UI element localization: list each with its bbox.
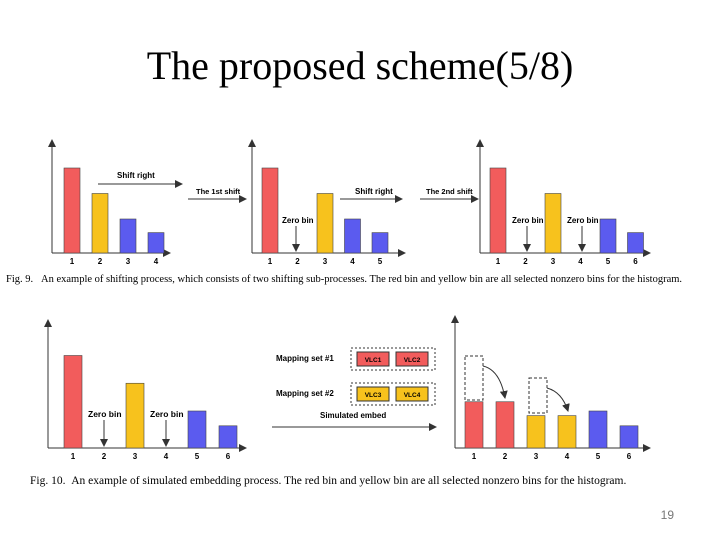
histogram-bar bbox=[63, 355, 83, 449]
histogram-tick-label: 4 bbox=[154, 257, 159, 266]
fig10-caption: Fig. 10. An example of simulated embeddi… bbox=[30, 475, 700, 487]
page-number: 19 bbox=[660, 508, 674, 522]
histogram-tick-label: 6 bbox=[633, 257, 638, 266]
ghost-bin-1 bbox=[464, 355, 484, 401]
histogram-bar bbox=[119, 218, 137, 254]
histogram-tick-label: 1 bbox=[472, 452, 477, 461]
fig9-arrow1-top-label: Shift right bbox=[117, 171, 155, 180]
curved-arrow-2 bbox=[546, 387, 570, 412]
histogram-tick-label: 5 bbox=[596, 452, 601, 461]
vlc2-box bbox=[395, 351, 429, 367]
vlc1-box bbox=[356, 351, 390, 367]
fig10-zero-bin-label-1: Zero bin bbox=[88, 409, 122, 419]
histogram-bar bbox=[218, 425, 238, 449]
histogram-tick-label: 3 bbox=[534, 452, 539, 461]
vlc1-label: VLC1 bbox=[365, 357, 382, 364]
fig10-zero-bin-annotations: Zero bin Zero bin bbox=[88, 409, 184, 447]
fig9-shift-arrow-2: Shift right The 2nd shift bbox=[340, 187, 479, 203]
fig9-histogram-3: 1 2 3 4 5 6 bbox=[476, 139, 651, 266]
fig10-shift-indicators bbox=[464, 355, 570, 414]
fig9-zero-bin-label-2: Zero bin bbox=[512, 216, 544, 225]
histogram-tick-label: 6 bbox=[627, 452, 632, 461]
histogram-tick-label: 1 bbox=[268, 257, 273, 266]
fig9-histogram-1: 1 2 3 4 bbox=[48, 139, 171, 266]
fig9-histogram-2: 1 2 3 4 5 bbox=[248, 139, 406, 266]
mapping-set-2-label: Mapping set #2 bbox=[276, 389, 334, 398]
histogram-bar bbox=[63, 167, 81, 254]
fig9-zero-bin-label-3: Zero bin bbox=[567, 216, 599, 225]
histogram-tick-label: 5 bbox=[378, 257, 383, 266]
histogram-bar bbox=[627, 232, 644, 254]
fig9-caption: Fig. 9. An example of shifting process, … bbox=[6, 274, 700, 286]
histogram-bar bbox=[125, 382, 145, 449]
fig9-shift-arrow-1: Shift right The 1st shift bbox=[98, 171, 247, 203]
mapping-set-1-box bbox=[350, 347, 436, 371]
histogram-bar bbox=[489, 167, 507, 254]
mapping-set-1-label: Mapping set #1 bbox=[276, 354, 334, 363]
fig10-zero-bin-label-2: Zero bin bbox=[150, 409, 184, 419]
histogram-bar bbox=[316, 193, 334, 254]
histogram-bar bbox=[599, 218, 617, 254]
fig9-arrow2-top-label: Shift right bbox=[355, 187, 393, 196]
histogram-bar bbox=[371, 232, 389, 254]
histogram-tick-label: 3 bbox=[551, 257, 556, 266]
histogram-tick-label: 4 bbox=[565, 452, 570, 461]
mapping-set-2-box bbox=[350, 382, 436, 406]
fig9-arrow1-bottom-label: The 1st shift bbox=[196, 187, 241, 196]
histogram-bar bbox=[588, 410, 608, 449]
histogram-bar bbox=[557, 415, 577, 449]
histogram-bar bbox=[526, 415, 546, 449]
vlc3-box bbox=[356, 386, 390, 402]
fig9-caption-label: Fig. 9. bbox=[6, 274, 34, 285]
curved-arrow-1 bbox=[482, 365, 508, 399]
histogram-tick-label: 2 bbox=[98, 257, 103, 266]
vlc4-box bbox=[395, 386, 429, 402]
histogram-bar bbox=[544, 193, 562, 254]
histogram-tick-label: 4 bbox=[350, 257, 355, 266]
fig9-zero-bin-annotations: Zero bin Zero bin Zero bin bbox=[282, 216, 599, 252]
histogram-tick-label: 3 bbox=[133, 452, 138, 461]
fig9-arrow2-bottom-label: The 2nd shift bbox=[426, 187, 473, 196]
histogram-tick-label: 3 bbox=[323, 257, 328, 266]
fig10-right-histogram: 1 2 3 4 5 6 bbox=[451, 315, 651, 461]
fig10-mapping-sets: Mapping set #1 VLC1 VLC2 Mapping set #2 … bbox=[272, 347, 437, 431]
histogram-tick-label: 1 bbox=[70, 257, 75, 266]
histogram-bar bbox=[91, 193, 109, 254]
histogram-tick-label: 4 bbox=[578, 257, 583, 266]
histogram-tick-label: 5 bbox=[606, 257, 611, 266]
fig10-caption-label: Fig. 10. bbox=[30, 475, 66, 487]
histogram-tick-label: 1 bbox=[496, 257, 501, 266]
histogram-tick-label: 3 bbox=[126, 257, 131, 266]
histogram-tick-label: 2 bbox=[503, 452, 508, 461]
histogram-bar bbox=[464, 401, 484, 449]
fig10-caption-text: An example of simulated embedding proces… bbox=[71, 475, 627, 487]
vlc2-label: VLC2 bbox=[404, 357, 421, 364]
ghost-bin-2 bbox=[528, 377, 548, 414]
histogram-tick-label: 2 bbox=[523, 257, 528, 266]
histogram-tick-label: 6 bbox=[226, 452, 231, 461]
histogram-tick-label: 2 bbox=[295, 257, 300, 266]
histogram-bar bbox=[619, 425, 639, 449]
slide-title: The proposed scheme(5/8) bbox=[146, 43, 574, 88]
fig9-zero-bin-label-1: Zero bin bbox=[282, 216, 314, 225]
histogram-bar bbox=[344, 218, 361, 254]
simulated-embed-label: Simulated embed bbox=[320, 411, 386, 420]
histogram-tick-label: 1 bbox=[71, 452, 76, 461]
histogram-bar bbox=[495, 401, 515, 449]
histogram-bar bbox=[187, 410, 207, 449]
histogram-bar bbox=[147, 232, 165, 254]
histogram-tick-label: 2 bbox=[102, 452, 107, 461]
histogram-tick-label: 5 bbox=[195, 452, 200, 461]
vlc4-label: VLC4 bbox=[404, 392, 421, 399]
vlc3-label: VLC3 bbox=[365, 392, 382, 399]
fig9-caption-text: An example of shifting process, which co… bbox=[41, 274, 683, 285]
fig10-left-histogram: 1 2 3 4 5 6 bbox=[44, 319, 247, 461]
histogram-tick-label: 4 bbox=[164, 452, 169, 461]
histogram-bar bbox=[261, 167, 279, 254]
